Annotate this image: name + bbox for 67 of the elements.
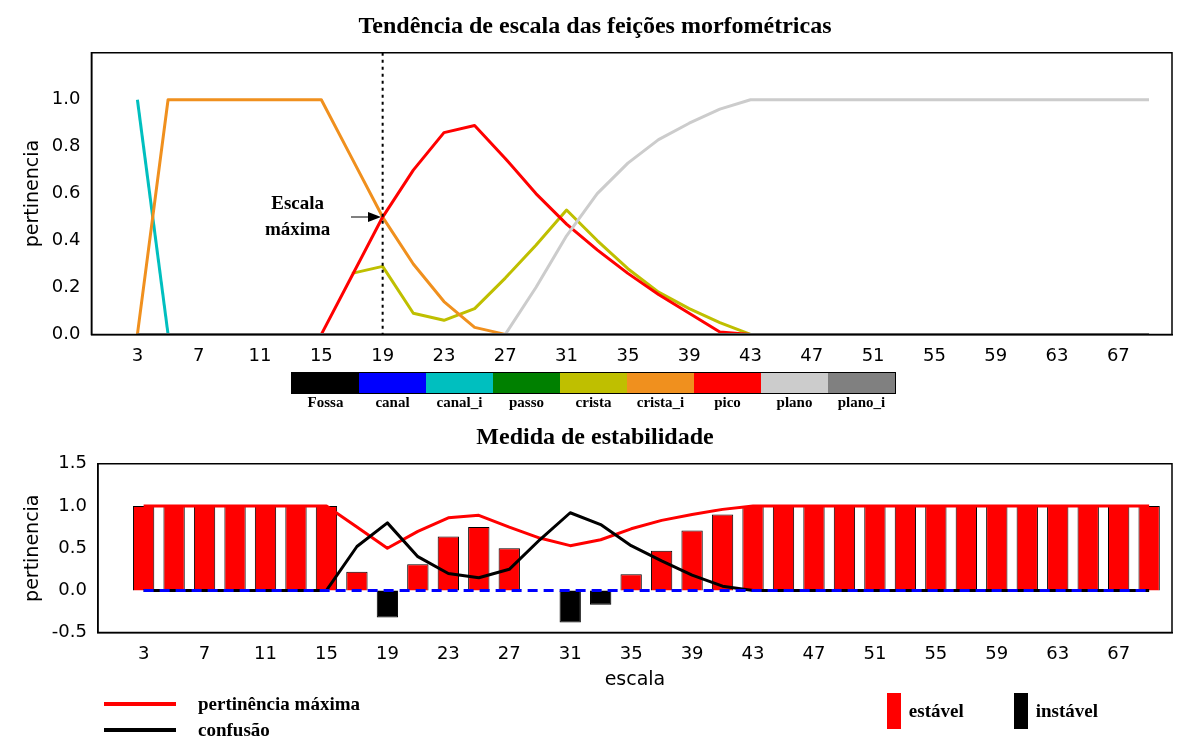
x-tick-label: 39 bbox=[680, 642, 704, 664]
x-tick-label: 35 bbox=[616, 343, 640, 365]
x-tick-label: 27 bbox=[497, 642, 521, 664]
y-tick-label: 0.8 bbox=[51, 134, 81, 156]
legend-label: crista bbox=[574, 394, 613, 411]
x-tick-label: 3 bbox=[137, 642, 150, 664]
x-tick-label: 55 bbox=[924, 642, 948, 664]
legend-label: instável bbox=[1035, 700, 1098, 722]
x-tick-label: 67 bbox=[1106, 343, 1130, 365]
y-tick-label: 0.5 bbox=[58, 535, 87, 557]
x-tick-label: 39 bbox=[677, 343, 701, 365]
x-tick-label: 15 bbox=[315, 642, 338, 664]
x-tick-label: 55 bbox=[922, 343, 946, 365]
bar bbox=[376, 590, 399, 618]
x-tick-label: 63 bbox=[1046, 642, 1070, 664]
x-tick-label: 43 bbox=[741, 642, 765, 664]
y-tick-label: -0.5 bbox=[51, 620, 87, 642]
y-axis-title: pertinencia bbox=[20, 139, 43, 248]
legend-label: passo bbox=[508, 394, 545, 411]
legend-label: crista_i bbox=[635, 394, 686, 411]
y-tick-label: 1.0 bbox=[51, 87, 81, 109]
chart-title: Medida de estabilidade bbox=[476, 422, 715, 449]
x-tick-label: 11 bbox=[248, 343, 272, 365]
chart-title: Tendência de escala das feições morfométricas bbox=[358, 11, 832, 38]
x-tick-label: 31 bbox=[555, 343, 579, 365]
x-tick-label: 19 bbox=[375, 642, 399, 664]
x-tick-label: 51 bbox=[861, 343, 885, 365]
legend-label: pertinência máxima bbox=[198, 693, 361, 715]
x-tick-label: 7 bbox=[192, 343, 205, 365]
x-tick-label: 59 bbox=[984, 343, 1008, 365]
legend-label: pico bbox=[713, 394, 742, 411]
y-tick-label: 0.4 bbox=[51, 228, 81, 250]
x-tick-label: 59 bbox=[985, 642, 1009, 664]
x-tick-label: 43 bbox=[739, 343, 762, 365]
y-tick-label: 1.0 bbox=[58, 493, 87, 515]
annotation: Escala máxima bbox=[264, 191, 331, 239]
bar bbox=[559, 590, 581, 623]
legend-label: estável bbox=[908, 700, 964, 722]
y-tick-label: 0.6 bbox=[51, 181, 81, 203]
y-tick-label: 0.0 bbox=[51, 322, 81, 344]
bar bbox=[590, 590, 612, 605]
x-tick-label: 67 bbox=[1107, 642, 1131, 664]
x-tick-label: 15 bbox=[309, 343, 333, 365]
x-tick-label: 19 bbox=[371, 343, 395, 365]
legend-label: confusão bbox=[198, 719, 270, 738]
x-tick-label: 47 bbox=[800, 343, 824, 365]
legend-label: plano bbox=[775, 394, 814, 411]
y-tick-label: 0.0 bbox=[58, 578, 87, 600]
legend-label: Fossa bbox=[306, 394, 345, 411]
x-tick-label: 63 bbox=[1045, 343, 1069, 365]
legend-label: canal bbox=[374, 394, 411, 411]
x-tick-label: 23 bbox=[432, 343, 456, 365]
x-tick-label: 51 bbox=[863, 642, 887, 664]
x-tick-label: 11 bbox=[254, 642, 277, 664]
x-tick-label: 7 bbox=[198, 642, 211, 664]
x-tick-label: 3 bbox=[131, 343, 144, 365]
y-axis-title: pertinencia bbox=[20, 494, 43, 602]
x-tick-label: 23 bbox=[436, 642, 460, 664]
x-tick-label: 47 bbox=[802, 642, 826, 664]
y-tick-label: 0.2 bbox=[51, 275, 81, 297]
x-axis-title: escala bbox=[604, 666, 666, 689]
legend-label: plano_i bbox=[836, 394, 887, 411]
legend-label: canal_i bbox=[435, 394, 484, 411]
x-tick-label: 31 bbox=[558, 642, 582, 664]
y-tick-label: 1.5 bbox=[58, 451, 87, 473]
x-tick-label: 27 bbox=[493, 343, 517, 365]
x-tick-label: 35 bbox=[619, 642, 643, 664]
